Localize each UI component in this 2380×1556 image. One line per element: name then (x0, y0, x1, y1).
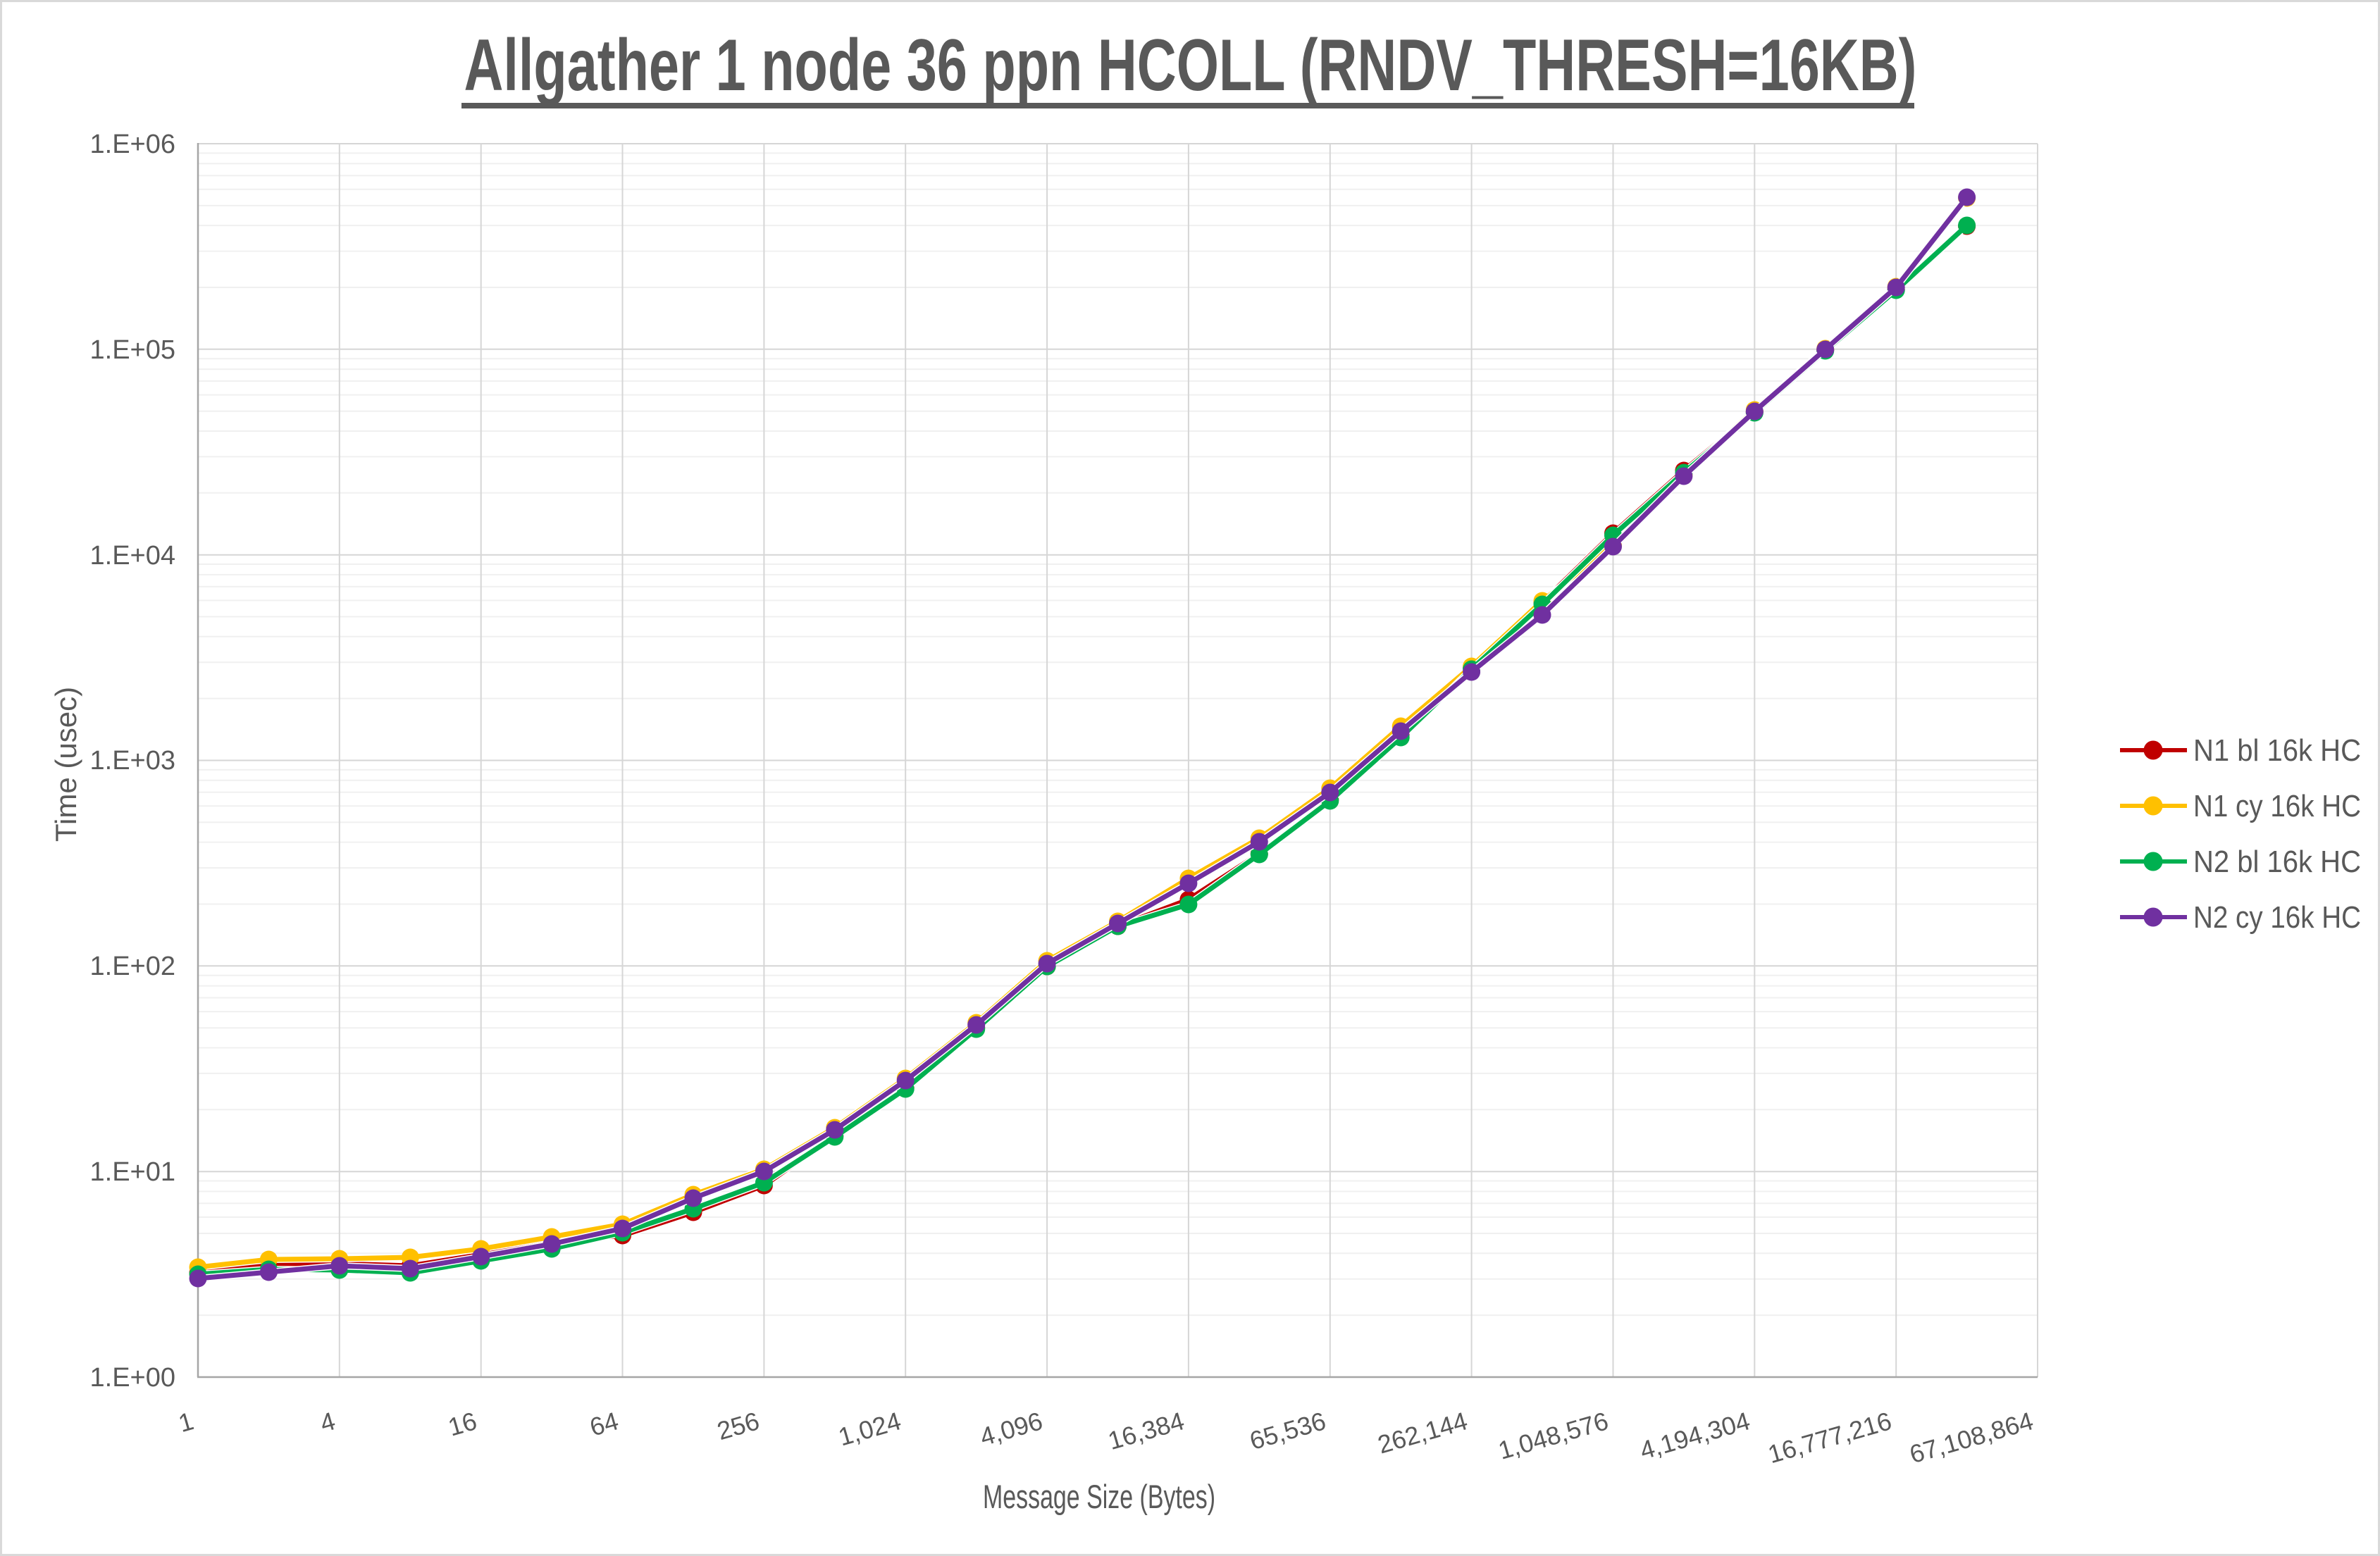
svg-text:1.E+02: 1.E+02 (90, 952, 176, 981)
svg-text:1.E+01: 1.E+01 (90, 1157, 176, 1187)
svg-text:1.E+06: 1.E+06 (90, 130, 176, 159)
svg-text:1.E+03: 1.E+03 (90, 746, 176, 776)
svg-text:N1 cy 16k HC: N1 cy 16k HC (2193, 789, 2361, 823)
svg-text:1.E+00: 1.E+00 (90, 1363, 176, 1393)
svg-text:Message Size (Bytes): Message Size (Bytes) (983, 1478, 1215, 1515)
svg-text:N1 bl 16k HC: N1 bl 16k HC (2193, 733, 2361, 768)
svg-text:1.E+05: 1.E+05 (90, 335, 176, 365)
svg-text:1.E+04: 1.E+04 (90, 541, 176, 571)
svg-text:N2 cy 16k HC: N2 cy 16k HC (2193, 900, 2361, 935)
svg-text:Time (usec): Time (usec) (49, 687, 82, 842)
svg-text:N2 bl 16k HC: N2 bl 16k HC (2193, 845, 2361, 879)
